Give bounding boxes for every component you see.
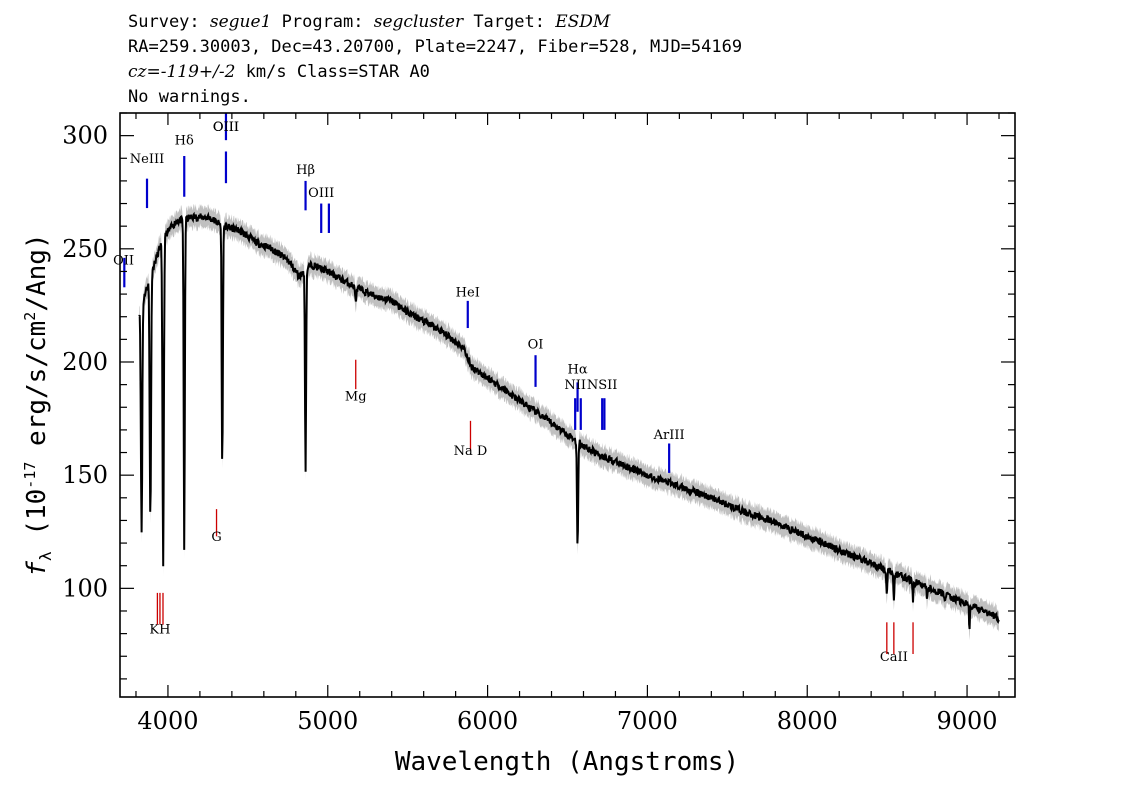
axes-layer: 4000 5000 6000 7000 8000 9000 100 150 200 250 300 W… [21, 112, 1016, 777]
class-text: km/s Class=STAR A0 [235, 62, 430, 82]
spectrum-line [138, 211, 1000, 630]
absorption-line-label: Mg [345, 389, 367, 404]
error-band-layer [139, 203, 999, 641]
plot-frame [119, 112, 1016, 698]
emission-line-label: NeIII [130, 152, 164, 167]
emission-line-label: ArIII [653, 428, 685, 443]
program-label: Program: [271, 12, 374, 32]
emission-line-label: Hα [568, 362, 588, 377]
y-tick-label: 300 [62, 122, 108, 150]
target-label: Target: [463, 12, 556, 32]
header-line-1: Survey: segue1 Program: segcluster Targe… [128, 10, 610, 34]
program-value: segcluster [373, 12, 464, 32]
x-tick-label: 8000 [777, 707, 838, 735]
emission-line-label: OIII [308, 186, 334, 201]
emission-line-label: NSII [587, 378, 618, 393]
spectrum-layer [138, 211, 1000, 630]
header-line-4: No warnings. [128, 87, 251, 107]
survey-label: Survey: [128, 12, 210, 32]
absorption-line-label: Na D [454, 444, 488, 459]
y-tick-label: 150 [62, 461, 108, 489]
emission-line-label: HeI [456, 285, 480, 300]
x-tick-label: 6000 [457, 707, 518, 735]
x-axis-label: Wavelength (Angstroms) [395, 747, 739, 777]
target-value: ESDM [555, 12, 611, 32]
emission-line-label: NII [564, 378, 586, 393]
absorption-line-label: G [211, 530, 221, 545]
absorption-line-label: KH [149, 623, 170, 638]
error-band [139, 203, 999, 641]
emission-line-label: Hβ [296, 163, 315, 178]
survey-value: segue1 [209, 12, 272, 32]
y-tick-label: 250 [62, 235, 108, 263]
emission-line-label: OIII [213, 120, 239, 135]
y-tick-label: 100 [62, 574, 108, 602]
x-tick-label: 4000 [137, 707, 198, 735]
absorption-line-label: CaII [880, 650, 908, 665]
header-line-3: cz=-119+/-2 km/s Class=STAR A0 [128, 60, 430, 84]
emission-line-label: OI [528, 337, 544, 352]
x-tick-label: 9000 [937, 707, 998, 735]
y-tick-label: 200 [62, 348, 108, 376]
emission-line-label: OII [113, 254, 134, 269]
x-tick-label: 7000 [617, 707, 678, 735]
line-markers-layer: OIINeIIIHδOIIIOIIIHβOIIIHeIOIHαNIINSIIAr… [113, 113, 914, 665]
redshift-value: cz=-119+/-2 [128, 62, 236, 82]
header-line-2: RA=259.30003, Dec=43.20700, Plate=2247, … [128, 37, 743, 57]
x-tick-label: 5000 [297, 707, 358, 735]
y-axis-label: fλ (10-17 erg/s/cm2/Ang) [21, 233, 55, 576]
emission-line-label: Hδ [175, 134, 194, 149]
